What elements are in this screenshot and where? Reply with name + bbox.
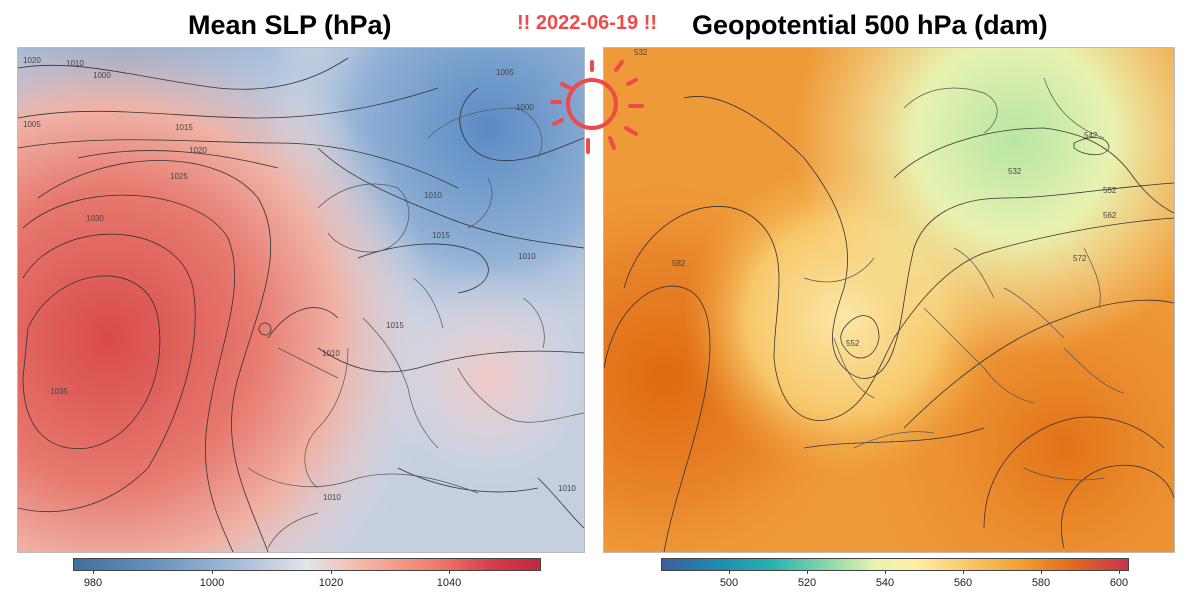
z500-contours <box>604 96 1174 552</box>
contour-label: 562 <box>1103 211 1117 220</box>
colorbar-tick <box>93 570 94 574</box>
isobar-label: 1000 <box>93 71 111 80</box>
z500-contour-labels: 532 542 532 552 562 582 552 572 <box>634 48 1117 348</box>
colorbar-tick <box>885 570 886 574</box>
slp-coastlines <box>247 107 584 549</box>
colorbar-tick <box>331 570 332 574</box>
z500-tick-label: 600 <box>1109 577 1129 589</box>
z500-map-canvas: 532 542 532 552 562 582 552 572 <box>604 48 1174 552</box>
isobar-label: 1000 <box>516 103 534 112</box>
colorbar-tick <box>1119 570 1120 574</box>
isobar-label: 1010 <box>518 252 536 261</box>
isobar-label: 1010 <box>66 59 84 68</box>
z500-tick-label: 500 <box>719 577 739 589</box>
colorbar-tick <box>449 570 450 574</box>
isobar-label: 1030 <box>86 214 104 223</box>
slp-colorbar <box>73 558 541 571</box>
contour-label: 552 <box>1103 186 1117 195</box>
z500-colorbar <box>661 558 1129 571</box>
colorbar-tick <box>807 570 808 574</box>
colorbar-tick <box>729 570 730 574</box>
colorbar-tick <box>212 570 213 574</box>
isobar-label: 1010 <box>558 484 576 493</box>
sun-icon <box>550 60 644 154</box>
isobar-label: 1015 <box>175 123 193 132</box>
isobar-label: 1035 <box>50 387 68 396</box>
contour-label: 542 <box>1084 131 1098 140</box>
isobar-label: 1005 <box>23 120 41 129</box>
z500-low-north <box>604 48 1174 552</box>
contour-label: 582 <box>672 259 686 268</box>
isobar-label: 1015 <box>386 321 404 330</box>
slp-map-canvas: 1020 1010 1000 1005 1015 1020 1025 1030 … <box>18 48 584 552</box>
slp-map: 1020 1010 1000 1005 1015 1020 1025 1030 … <box>17 47 585 553</box>
colorbar-tick <box>1041 570 1042 574</box>
z500-panel-title: Geopotential 500 hPa (dam) <box>692 10 1048 40</box>
isobar-label: 1015 <box>432 231 450 240</box>
slp-tick-label: 980 <box>83 577 103 589</box>
contour-label: 532 <box>1008 167 1022 176</box>
isobar-label: 1025 <box>170 172 188 181</box>
isobar-label: 1010 <box>322 349 340 358</box>
z500-tick-label: 560 <box>953 577 973 589</box>
z500-tick-label: 580 <box>1031 577 1051 589</box>
isobar-label: 1020 <box>189 146 207 155</box>
slp-panel-title: Mean SLP (hPa) <box>188 10 392 40</box>
z500-tick-label: 520 <box>797 577 817 589</box>
colorbar-tick <box>963 570 964 574</box>
contour-label: 532 <box>634 48 648 57</box>
isobar-label: 1005 <box>496 68 514 77</box>
slp-tick-label: 1000 <box>199 577 225 589</box>
z500-tick-label: 540 <box>875 577 895 589</box>
slp-tick-label: 1020 <box>318 577 344 589</box>
z500-map: 532 542 532 552 562 582 552 572 <box>603 47 1175 553</box>
contour-label: 552 <box>846 339 860 348</box>
isobar-label: 1010 <box>323 493 341 502</box>
isobar-label: 1010 <box>424 191 442 200</box>
slp-azores-high <box>18 48 584 552</box>
isobar-label: 1020 <box>23 56 41 65</box>
slp-tick-label: 1040 <box>436 577 462 589</box>
date-label: !! 2022-06-19 !! <box>517 12 658 34</box>
contour-label: 572 <box>1073 254 1087 263</box>
slp-isobars <box>18 57 584 552</box>
z500-coastlines <box>803 77 1125 481</box>
slp-contour-labels: 1020 1010 1000 1005 1015 1020 1025 1030 … <box>23 56 576 502</box>
